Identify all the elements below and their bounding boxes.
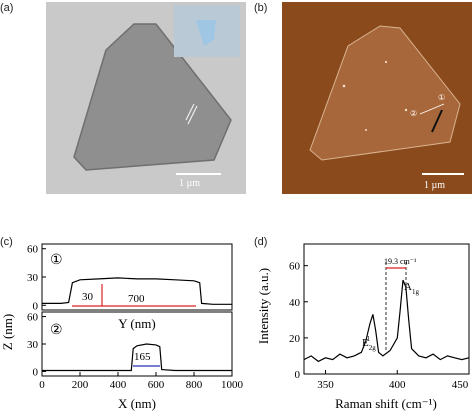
c-annot-width-bottom: 165 [134,351,151,363]
triangle-flake [73,23,232,171]
panel-d-label: (d) [254,236,268,248]
c-ytick-label: 30 [27,339,39,351]
panel-b-label: (b) [254,2,268,14]
c-annot-width-top: 700 [128,293,145,305]
scale-text-b: 1 µm [424,180,445,191]
c-ytick-label: 60 [27,312,39,324]
c-xtick-label: 600 [148,379,165,391]
raman-chart: Intensity (a.u.) Raman shift (cm⁻¹) 19.3… [256,243,470,411]
c-xtick-label: 1000 [221,379,244,391]
panel-c-label: (c) [0,236,13,248]
c-xtick-label: 400 [110,379,127,391]
d-frame [303,243,470,375]
c-top-xlabel: Y (nm) [118,316,155,331]
d-xtick-label: 350 [317,379,334,391]
height-profile-chart: Z (nm) ① ② Y (nm) X (nm) 30 700 165 0 30 6… [0,243,244,411]
c-ytick-label: 30 [27,272,39,284]
afm-flake [309,25,461,161]
d-ytick-label: 0 [295,369,301,381]
c-bottom-xlabel: X (nm) [118,396,156,411]
d-xlabel: Raman shift (cm⁻¹) [335,396,437,411]
marker-2-b: ② [410,109,417,118]
panel-a: (a) 1 µm [0,0,250,200]
c-xtick-label: 0 [39,379,45,391]
marker-1-b: ① [438,93,445,102]
c-ytick-label: 0 [33,300,39,312]
c-ytick-label: 60 [27,244,39,256]
d-spectrum-line [303,279,470,363]
panel-d: (d) Intensity (a.u.) Raman shift (cm⁻¹) … [254,232,474,412]
c-top-line [42,277,232,305]
panel-a-label: (a) [0,2,14,14]
c-xtick-label: 800 [186,379,203,391]
c-bottom-line [42,343,232,372]
d-ytick-label: 60 [289,261,301,273]
d-ytick-label: 20 [289,333,301,345]
afm-image: ① ② 1 µm [282,2,472,194]
scale-text-a: 1 µm [179,178,200,189]
d-ytick-label: 40 [289,297,301,309]
c-xtick-label: 200 [72,379,89,391]
panel-b: (b) ① ② 1 µm [254,0,474,200]
d-xtick-label: 450 [452,379,469,391]
d-annot-shift: 19.3 cm⁻¹ [384,257,417,266]
d-peak2-label: A1g [404,281,419,296]
c-top-marker: ① [50,253,63,268]
panel-c: (c) Z (nm) ① ② Y (nm) X (nm) 30 700 165 … [0,232,250,412]
d-peak1-label: E2g1 [362,335,376,352]
d-ylabel: Intensity (a.u.) [256,268,271,344]
c-ylabel: Z (nm) [0,314,15,350]
c-bottom-marker: ② [50,323,63,338]
tem-image: 1 µm [46,2,246,194]
c-ytick-label: 0 [33,366,39,378]
c-annot-height: 30 [82,291,94,303]
d-xtick-label: 400 [389,379,406,391]
